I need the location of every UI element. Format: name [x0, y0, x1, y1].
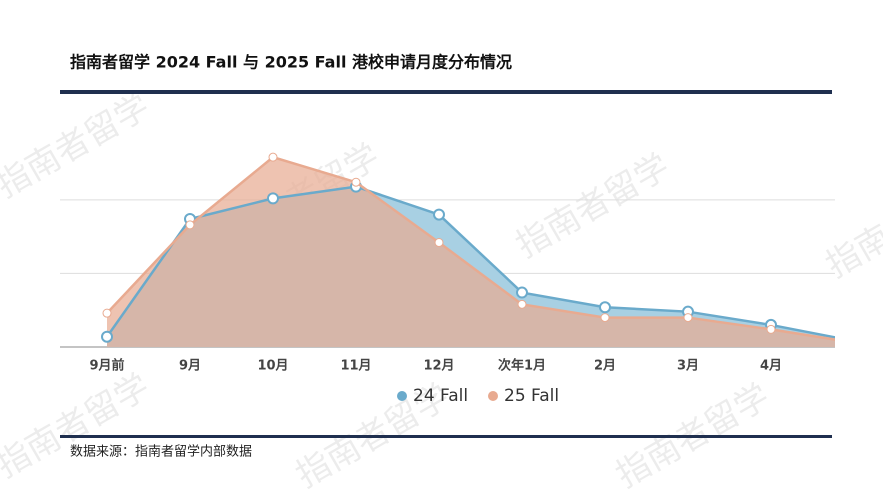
chart-title: 指南者留学 2024 Fall 与 2025 Fall 港校申请月度分布情况: [70, 53, 512, 72]
point: [185, 220, 195, 230]
legend-marker: [397, 391, 407, 401]
x-tick-label: 10月: [257, 359, 288, 374]
legend-marker: [488, 391, 498, 401]
series-line: [106, 155, 835, 341]
point: [849, 336, 859, 346]
series-area: [107, 157, 835, 347]
x-tick-label: 9月前: [89, 358, 124, 374]
x-axis: 9月前 9月 10月 11月 12月 次年1月 2月 3月 4月: [89, 358, 782, 374]
point: [267, 192, 279, 205]
point: [433, 208, 445, 221]
plot: [60, 152, 859, 348]
point: [101, 330, 113, 343]
x-tick-label: 11月: [340, 359, 371, 374]
x-tick-label: 2月: [594, 359, 616, 374]
point: [850, 339, 858, 347]
x-tick-label: 9月: [179, 359, 201, 374]
watermark: 指南者留学: [0, 86, 156, 206]
x-tick-label: 4月: [760, 359, 782, 374]
point: [766, 324, 776, 334]
point: [268, 152, 278, 162]
top-rule: [60, 90, 832, 94]
series-line: [105, 185, 835, 339]
point: [351, 177, 361, 187]
point: [683, 313, 693, 323]
watermark: 指南者留学: [509, 146, 676, 266]
x-tick-label: 3月: [677, 359, 699, 374]
point: [434, 238, 444, 248]
point: [517, 299, 527, 309]
source: 数据来源：指南者留学内部数据: [70, 444, 252, 460]
legend-label: 25 Fall: [504, 386, 559, 406]
legend: 24 Fall 25 Fall: [397, 386, 559, 406]
point: [599, 301, 611, 314]
watermark: 指南者留学: [0, 366, 156, 486]
point: [600, 313, 610, 323]
x-tick-label: 12月: [423, 359, 454, 374]
bottom-rule: [60, 435, 832, 438]
point: [516, 286, 528, 299]
x-tick-label: 次年1月: [498, 358, 546, 374]
legend-label: 24 Fall: [413, 386, 468, 406]
watermark: 指南者留学: [819, 166, 883, 286]
point: [102, 308, 112, 318]
